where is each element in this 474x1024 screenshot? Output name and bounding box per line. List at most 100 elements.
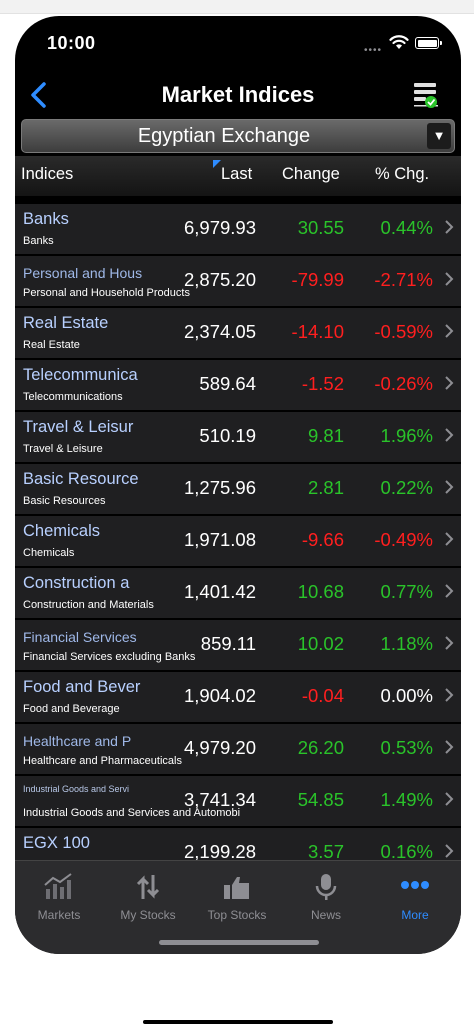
index-description: Food and Beverage: [23, 703, 120, 715]
tab-my-stocks[interactable]: My Stocks: [103, 867, 193, 927]
index-change: 26.20: [297, 737, 344, 758]
index-name: Healthcare and P: [23, 733, 132, 749]
index-name: Real Estate: [23, 314, 109, 332]
column-last[interactable]: Last: [221, 165, 253, 183]
chevron-right-icon: [445, 792, 454, 806]
index-last: 4,979.20: [183, 737, 256, 758]
index-last: 2,199.28: [183, 841, 256, 860]
index-name: Telecommunica: [23, 366, 138, 384]
exchange-selector-label: Egyptian Exchange: [137, 125, 311, 147]
tab-label: Top Stocks: [207, 908, 267, 922]
phone-screen: 10:00 •••• Market Indices Egyptian Excha…: [15, 16, 461, 954]
cellular-signal-icon: ••••: [364, 45, 383, 56]
filter-list-icon[interactable]: [411, 80, 441, 110]
index-pct-change: -0.26%: [374, 373, 433, 394]
chevron-right-icon: [445, 688, 454, 702]
table-row[interactable]: Industrial Goods and Servi Industrial Go…: [15, 776, 461, 826]
index-change: 30.55: [297, 217, 344, 238]
index-name: Travel & Leisur: [23, 418, 134, 436]
column-change[interactable]: Change: [282, 165, 340, 183]
home-indicator[interactable]: [159, 940, 319, 945]
battery-icon: [415, 37, 442, 49]
index-last: 510.19: [199, 425, 256, 446]
index-pct-change: 1.96%: [380, 425, 433, 446]
index-change: 10.02: [297, 633, 344, 654]
back-chevron-icon[interactable]: [25, 80, 53, 110]
index-change: 10.68: [297, 581, 344, 602]
index-description: Banks: [23, 235, 54, 247]
index-change: 9.81: [307, 425, 344, 446]
chevron-right-icon: [445, 740, 454, 754]
index-description: Chemicals: [23, 547, 75, 559]
index-description: Personal and Household Products: [23, 287, 190, 299]
indices-list: Banks Banks 6,979.93 30.55 0.44% Persona…: [15, 204, 461, 860]
exchange-selector[interactable]: Egyptian Exchange ▼: [21, 119, 455, 153]
status-bar: 10:00 ••••: [15, 16, 461, 72]
dropdown-arrow-icon[interactable]: ▼: [427, 123, 451, 149]
index-last: 589.64: [199, 373, 256, 394]
table-row[interactable]: Chemicals Chemicals 1,971.08 -9.66 -0.49…: [15, 516, 461, 566]
table-row[interactable]: Banks Banks 6,979.93 30.55 0.44%: [15, 204, 461, 254]
tab-markets[interactable]: Markets: [15, 867, 104, 927]
table-row[interactable]: Basic Resource Basic Resources 1,275.96 …: [15, 464, 461, 514]
tab-bar: Markets My Stocks Top Stocks News: [15, 860, 461, 954]
index-name: Construction a: [23, 574, 130, 592]
index-description: Healthcare and Pharmaceuticals: [23, 755, 182, 767]
index-last: 3,741.34: [183, 789, 256, 810]
table-row[interactable]: Financial Services Financial Services ex…: [15, 620, 461, 670]
column-header: Indices Last Change % Chg.: [15, 156, 461, 196]
index-change: -9.66: [301, 529, 344, 550]
table-row[interactable]: Personal and Hous Personal and Household…: [15, 256, 461, 306]
tab-news[interactable]: News: [281, 867, 371, 927]
chevron-right-icon: [445, 220, 454, 234]
table-row[interactable]: Food and Bever Food and Beverage 1,904.0…: [15, 672, 461, 722]
index-change: -0.04: [301, 685, 344, 706]
index-pct-change: 0.00%: [380, 685, 433, 706]
index-description: Telecommunications: [23, 391, 123, 403]
index-pct-change: 0.53%: [380, 737, 433, 758]
chevron-right-icon: [445, 272, 454, 286]
chevron-right-icon: [445, 584, 454, 598]
table-row[interactable]: Healthcare and P Healthcare and Pharmace…: [15, 724, 461, 774]
tab-more[interactable]: More: [370, 867, 460, 927]
index-last: 1,971.08: [183, 529, 256, 550]
page-bottom-bar: [143, 1020, 333, 1024]
table-row[interactable]: Travel & Leisur Travel & Leisure 510.19 …: [15, 412, 461, 462]
index-name: Chemicals: [23, 522, 101, 540]
index-change: -1.52: [301, 373, 344, 394]
chevron-right-icon: [445, 532, 454, 546]
index-name: Basic Resource: [23, 470, 139, 488]
index-description: Travel & Leisure: [23, 443, 103, 455]
table-row[interactable]: Construction a Construction and Material…: [15, 568, 461, 618]
index-name: EGX 100: [23, 834, 90, 852]
index-change: -79.99: [291, 269, 344, 290]
index-last: 859.11: [200, 633, 256, 654]
index-description: Financial Services excluding Banks: [23, 651, 196, 663]
column-pct-change[interactable]: % Chg.: [375, 165, 430, 183]
index-description: Construction and Materials: [23, 599, 154, 611]
column-indices[interactable]: Indices: [21, 165, 74, 183]
index-description: Industrial Goods and Services and Automo…: [23, 807, 241, 819]
browser-top-strip: [0, 0, 474, 14]
index-change: -14.10: [291, 321, 344, 342]
index-pct-change: -2.71%: [374, 269, 433, 290]
index-description: Real Estate: [23, 339, 80, 351]
index-change: 2.81: [307, 477, 344, 498]
tab-label: More: [401, 908, 429, 922]
index-pct-change: -0.59%: [374, 321, 433, 342]
index-name: Food and Bever: [23, 678, 141, 696]
table-row[interactable]: Telecommunica Telecommunications 589.64 …: [15, 360, 461, 410]
index-pct-change: 1.18%: [380, 633, 433, 654]
navigation-bar: Market Indices: [15, 72, 461, 118]
table-row[interactable]: Real Estate Real Estate 2,374.05 -14.10 …: [15, 308, 461, 358]
tab-top-stocks[interactable]: Top Stocks: [192, 867, 282, 927]
index-change: 54.85: [297, 789, 344, 810]
chevron-right-icon: [445, 844, 454, 858]
microphone-icon: [315, 874, 337, 900]
chevron-right-icon: [445, 324, 454, 338]
table-row[interactable]: EGX 100 2,199.28 3.57 0.16%: [15, 828, 461, 860]
index-pct-change: 0.16%: [380, 841, 433, 860]
chevron-right-icon: [445, 428, 454, 442]
tab-label: News: [310, 908, 341, 922]
index-name: Financial Services: [23, 629, 137, 645]
